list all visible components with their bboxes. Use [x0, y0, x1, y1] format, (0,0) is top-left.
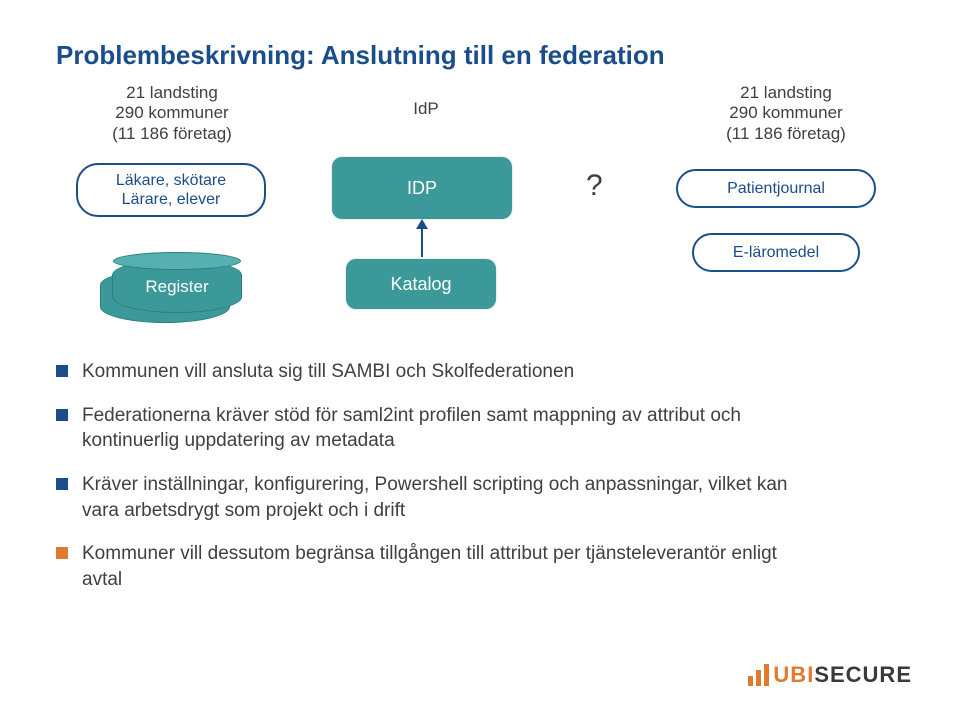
arrow-katalog-to-idp [421, 221, 423, 257]
bullet-item: Kommuner vill dessutom begränsa tillgång… [56, 541, 904, 592]
right-stats: 21 landsting 290 kommuner (11 186 företa… [696, 83, 876, 144]
logo-bars-icon [748, 664, 769, 686]
katalog-box: Katalog [346, 259, 496, 309]
right-stat-3: (11 186 företag) [696, 124, 876, 144]
logo-text-secure: SECURE [814, 662, 912, 687]
idp-box-label: IDP [407, 178, 437, 199]
bullet-text: Federationerna kräver stöd för saml2int … [82, 403, 822, 454]
users-pill-line2: Lärare, elever [90, 190, 252, 209]
bullet-item: Federationerna kräver stöd för saml2int … [56, 403, 904, 454]
left-stats: 21 landsting 290 kommuner (11 186 företa… [92, 83, 252, 144]
federation-diagram: 21 landsting 290 kommuner (11 186 företa… [56, 83, 904, 343]
bullet-square-icon [56, 547, 68, 559]
left-stat-3: (11 186 företag) [92, 124, 252, 144]
register-label: Register [112, 277, 242, 297]
bullet-square-icon [56, 409, 68, 421]
users-pill-line1: Läkare, skötare [90, 171, 252, 190]
bullet-item: Kräver inställningar, konfigurering, Pow… [56, 472, 904, 523]
bullet-square-icon [56, 478, 68, 490]
logo-text-ubi: UBI [773, 662, 814, 687]
right-stat-1: 21 landsting [696, 83, 876, 103]
bullet-text: Kräver inställningar, konfigurering, Pow… [82, 472, 822, 523]
ubisecure-logo: UBISECURE [748, 662, 912, 688]
page-title: Problembeskrivning: Anslutning till en f… [56, 40, 904, 71]
patientjournal-pill: Patientjournal [676, 169, 876, 208]
bullet-text: Kommunen vill ansluta sig till SAMBI och… [82, 359, 574, 385]
bullet-square-icon [56, 365, 68, 377]
left-stat-2: 290 kommuner [92, 103, 252, 123]
bullet-text: Kommuner vill dessutom begränsa tillgång… [82, 541, 822, 592]
bullet-list: Kommunen vill ansluta sig till SAMBI och… [56, 359, 904, 592]
question-mark: ? [586, 169, 603, 203]
idp-box: IDP [332, 157, 512, 219]
right-stat-2: 290 kommuner [696, 103, 876, 123]
bullet-item: Kommunen vill ansluta sig till SAMBI och… [56, 359, 904, 385]
center-idp-label: IdP [396, 99, 456, 119]
left-stat-1: 21 landsting [92, 83, 252, 103]
users-pill: Läkare, skötare Lärare, elever [76, 163, 266, 217]
katalog-label: Katalog [390, 274, 451, 295]
elaromedel-pill: E-läromedel [692, 233, 860, 272]
